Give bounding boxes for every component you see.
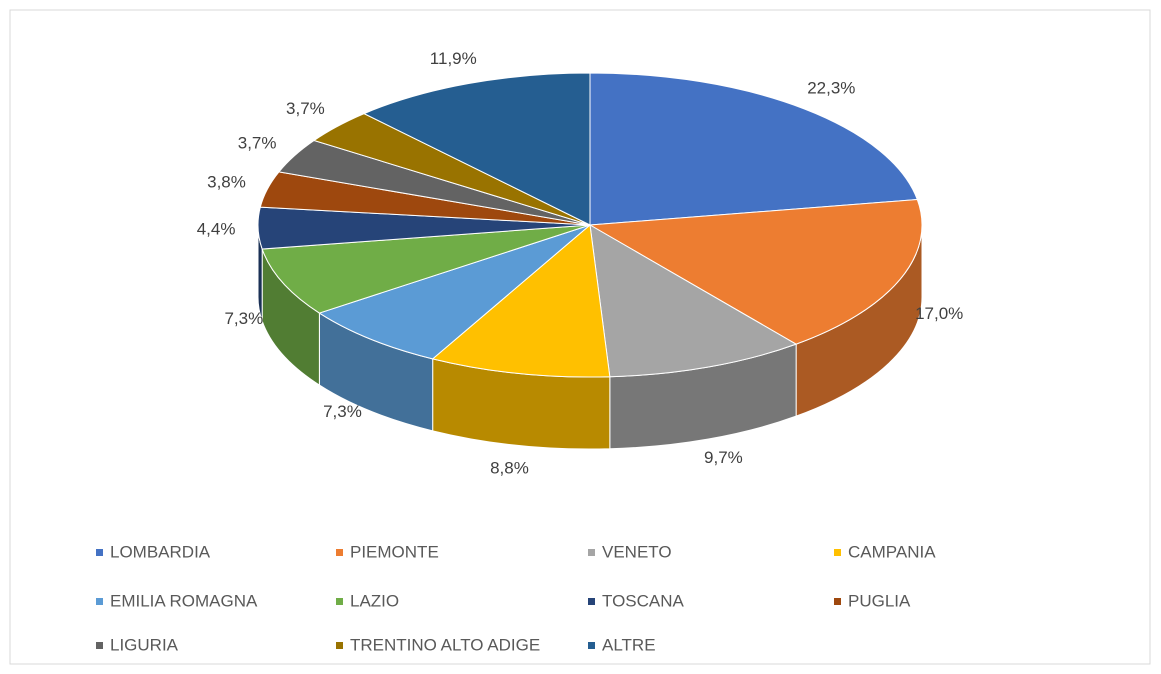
data-label: 3,7%: [286, 99, 325, 118]
legend-marker: [96, 549, 103, 556]
legend-marker: [336, 598, 343, 605]
chart-frame: [9, 9, 1151, 665]
data-label: 3,7%: [238, 133, 277, 152]
data-label: 22,3%: [807, 78, 855, 97]
slice: [318, 224, 591, 360]
legend-label: TRENTINO ALTO ADIGE: [350, 635, 540, 654]
data-label: 11,9%: [430, 49, 477, 68]
legend-label: PUGLIA: [848, 591, 911, 610]
legend-marker: [96, 642, 103, 649]
legend-marker: [834, 549, 841, 556]
data-label: 4,4%: [197, 220, 236, 239]
legend-marker: [96, 598, 103, 605]
legend-marker: [588, 642, 595, 649]
legend-label: TOSCANA: [602, 591, 685, 610]
legend-label: LAZIO: [350, 591, 399, 610]
legend-label: EMILIA ROMAGNA: [110, 591, 258, 610]
legend-marker: [336, 642, 343, 649]
data-label: 8,8%: [490, 459, 529, 478]
legend-label: VENETO: [602, 542, 672, 561]
data-label: 3,8%: [207, 173, 246, 192]
legend-label: PIEMONTE: [350, 542, 439, 561]
slice: [588, 199, 923, 345]
slice: [589, 72, 919, 226]
legend-label: CAMPANIA: [848, 542, 936, 561]
legend-marker: [834, 598, 841, 605]
legend-label: ALTRE: [602, 635, 656, 654]
legend-label: LIGURIA: [110, 635, 179, 654]
legend-marker: [588, 549, 595, 556]
slice: [362, 72, 591, 226]
legend-label: LOMBARDIA: [110, 542, 211, 561]
slice: [589, 224, 798, 378]
legend-marker: [336, 549, 343, 556]
legend-marker: [588, 598, 595, 605]
data-label: 9,7%: [704, 448, 743, 467]
slice: [431, 224, 611, 378]
slice: [261, 224, 591, 314]
data-label: 7,3%: [323, 402, 362, 421]
data-label: 7,3%: [224, 309, 263, 328]
data-label: 17,0%: [915, 304, 963, 323]
